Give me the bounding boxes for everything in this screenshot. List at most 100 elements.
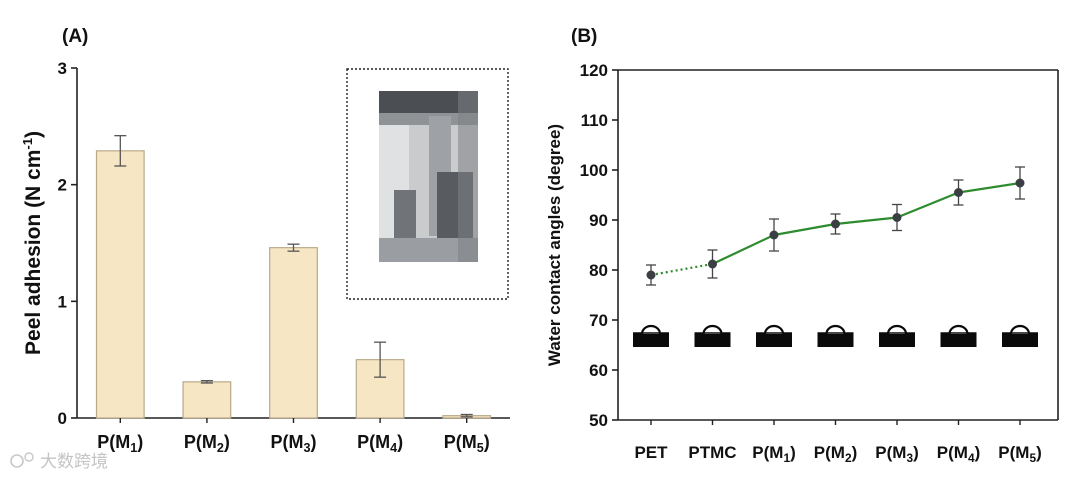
panel-b-xtick-label-sub: 2: [845, 451, 852, 465]
panel-b-xtick-label: P(M3): [875, 443, 918, 465]
panel-b-xtick-label: P(M5): [998, 443, 1041, 465]
droplet-substrate-icon: [633, 333, 669, 347]
watermark: 大数跨境: [10, 452, 108, 472]
panel-a-xtick-label-base: P(M: [97, 432, 130, 452]
panel-b-ytick-label: 80: [589, 261, 608, 280]
panel-b-xtick-label-close: ): [852, 443, 858, 462]
panel-b-point: [831, 219, 840, 229]
panel-a-ytick-label: 2: [58, 176, 67, 195]
watermark-logo-icon: [10, 454, 24, 468]
panel-b-line-segment: [712, 234, 775, 265]
panel-b-label: (B): [571, 26, 597, 47]
photo-clamp-plate: [379, 113, 478, 125]
panel-a-xtick-label-sub: 4: [390, 441, 397, 455]
panel-b-xtick-label: P(M4): [937, 443, 980, 465]
panel-a-xtick-label: P(M1): [97, 432, 143, 455]
panel-b-line-segment: [896, 191, 959, 219]
water-droplet-icon: [702, 324, 723, 335]
panel-a-xtick-label-sub: 5: [477, 441, 484, 455]
panel-a-bar: [269, 247, 318, 419]
water-droplet-icon: [886, 324, 908, 335]
panel-b-axes: [617, 69, 1059, 421]
panel-a-xtick-label-base: P(M: [270, 432, 303, 452]
panel-a-yticks: 0 1 2 3: [58, 59, 77, 428]
panel-b-series: [646, 166, 1025, 286]
panel-a-xtick-label: P(M3): [270, 432, 316, 455]
panel-b-xtick-label-close: ): [1036, 443, 1042, 462]
droplet-substrate-icon: [879, 333, 915, 347]
panel-b-xtick-label-base: P(M: [937, 443, 968, 462]
panel-b-droplet-icons: [633, 324, 1038, 347]
panel-b-xticks: PET PTMC P(M1) P(M2) P(M3) P(M4) P(M5): [634, 420, 1042, 465]
panel-b-ytick-label: 100: [580, 161, 608, 180]
panel-b-xtick-label-base: P(M: [814, 443, 845, 462]
panel-a-xtick-label-base: P(M: [184, 432, 217, 452]
panel-b-point: [892, 213, 902, 222]
panel-b-xtick-label-sub: 5: [1029, 451, 1036, 465]
panel-b-xtick-label: P(M1): [752, 443, 795, 465]
panel-a-xtick-label-close: ): [484, 432, 490, 452]
photo-left-sample: [394, 190, 416, 248]
photo-top-clamp: [379, 91, 478, 113]
panel-a-xtick-label-close: ): [311, 432, 317, 452]
panel-a-ylabel-close: ): [22, 131, 45, 138]
panel-b-xtick-label-sub: 1: [783, 451, 790, 465]
panel-a-xtick-label-close: ): [137, 432, 143, 452]
panel-a-xticks: P(M1) P(M2) P(M3) P(M4) P(M5): [97, 418, 490, 455]
droplet-substrate-icon: [694, 333, 731, 347]
peel-test-photo: [379, 91, 478, 262]
panel-b-line-segment: [773, 222, 836, 237]
water-droplet-icon: [640, 324, 662, 335]
panel-b-xtick-label-sub: 4: [968, 451, 975, 465]
panel-a-ylabel-sup: -1: [20, 138, 35, 150]
panel-b-ytick-label: 50: [589, 411, 608, 430]
water-droplet-icon: [948, 324, 969, 335]
panel-b-xtick-label-base: PTMC: [688, 443, 736, 462]
panel-a-xtick-label-sub: 1: [130, 441, 137, 455]
panel-a-ytick-label: 0: [58, 409, 67, 428]
panel-a-label: (A): [62, 26, 88, 47]
panel-b-ytick-label: 90: [589, 211, 608, 230]
peel-test-photo-inset: [346, 68, 509, 300]
panel-b-point: [769, 230, 779, 240]
panel-a-xtick-label-sub: 2: [217, 441, 224, 455]
watermark-logo-icon-2: [24, 452, 34, 462]
water-droplet-icon: [1009, 324, 1031, 335]
droplet-substrate-icon: [756, 333, 792, 347]
panel-b-xtick-label-close: ): [790, 443, 796, 462]
panel-a-xtick-label: P(M2): [184, 432, 230, 455]
panel-b-xtick-label: PET: [634, 443, 668, 462]
panel-a-bar: [182, 381, 232, 419]
panel-b-line-segment-dotted: [650, 262, 713, 277]
water-droplet-icon: [763, 324, 785, 335]
panel-a-xtick-label-base: P(M: [357, 432, 390, 452]
panel-b-point: [954, 188, 963, 197]
panel-a-ytick-label: 1: [58, 292, 67, 311]
watermark-text: 大数跨境: [40, 452, 108, 472]
panel-a-xtick-label: P(M5): [444, 432, 490, 455]
panel-b-ytick-label: 70: [589, 311, 608, 330]
panel-b-ytick-label: 60: [589, 361, 608, 380]
panel-a-xtick-label-close: ): [397, 432, 403, 452]
panel-b-xtick-label-close: ): [913, 443, 919, 462]
panel-b-point: [646, 270, 656, 280]
panel-a-xtick-label: P(M4): [357, 432, 403, 455]
panel-a-xtick-label-sub: 3: [303, 441, 310, 455]
droplet-substrate-icon: [817, 333, 854, 347]
panel-b-ytick-label: 110: [581, 111, 608, 130]
panel-b-xtick-label-base: P(M: [998, 443, 1029, 462]
photo-right-shadow: [458, 91, 478, 262]
water-droplet-icon: [825, 324, 846, 335]
panel-a-bar: [95, 150, 145, 419]
panel-b-xtick-label: P(M2): [814, 443, 857, 465]
panel-b-xtick-label-close: ): [975, 443, 981, 462]
panel-b-xtick-label-base: P(M: [752, 443, 783, 462]
panel-b-ylabel: Water contact angles (degree): [545, 124, 564, 366]
panel-b-point: [708, 259, 717, 269]
panel-a-xtick-label-close: ): [224, 432, 230, 452]
panel-a-xtick-label-base: P(M: [444, 432, 477, 452]
panel-b-ytick-label: 120: [580, 61, 608, 80]
droplet-substrate-icon: [940, 333, 977, 347]
panel-b-line-segment: [835, 216, 898, 226]
